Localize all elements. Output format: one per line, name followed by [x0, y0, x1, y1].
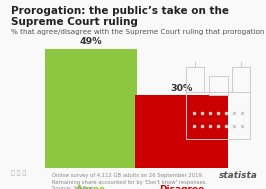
Text: Prorogation: the public’s take on the Supreme Court ruling: Prorogation: the public’s take on the Su…	[11, 6, 229, 27]
Text: Agree: Agree	[76, 185, 106, 189]
Text: 30%: 30%	[171, 84, 193, 93]
Text: Disagree: Disagree	[159, 185, 204, 189]
Bar	[45, 49, 137, 168]
Bar	[232, 67, 250, 92]
Text: % that agree/disagree with the Supreme Court ruling that prorogation was unlawfu: % that agree/disagree with the Supreme C…	[11, 29, 266, 35]
Bar	[186, 92, 250, 139]
Text: Ⓜ Ⓛ Ⓢ: Ⓜ Ⓛ Ⓢ	[11, 170, 26, 176]
Bar	[209, 76, 228, 95]
Bar	[135, 95, 228, 168]
Text: statista: statista	[219, 170, 258, 180]
Text: 49%: 49%	[80, 37, 102, 46]
Text: Online survey of 4,112 GB adults on 26 September 2019.
Remaining share accounted: Online survey of 4,112 GB adults on 26 S…	[52, 173, 207, 189]
Bar	[186, 67, 204, 92]
